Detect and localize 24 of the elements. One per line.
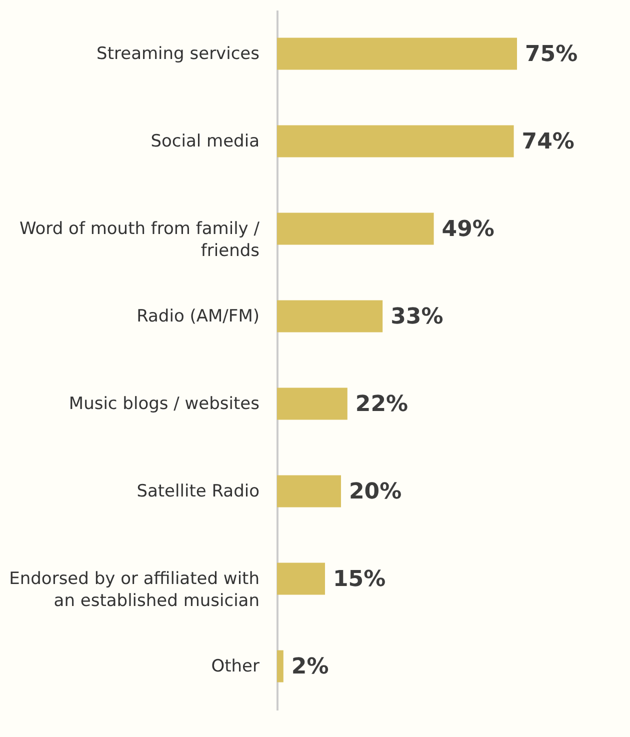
y-tick-label: Endorsed by or affiliated with an established musician xyxy=(9,568,260,611)
bar xyxy=(277,300,383,332)
data-label: 74% xyxy=(522,129,574,154)
data-label: 75% xyxy=(525,42,578,67)
data-label: 2% xyxy=(291,654,329,680)
bar xyxy=(277,475,341,508)
bar xyxy=(277,388,348,420)
bar xyxy=(277,650,284,682)
y-tick-label: Satellite Radio xyxy=(136,481,260,502)
y-tick-label: Word of mouth from family / friends xyxy=(19,218,260,261)
y-tick-label: Radio (AM/FM) xyxy=(136,306,260,326)
y-tick-label: Other xyxy=(211,656,260,676)
data-label: 20% xyxy=(349,479,402,504)
data-label: 22% xyxy=(355,392,408,417)
y-tick-label: Music blogs / websites xyxy=(68,394,260,414)
bar xyxy=(277,38,517,70)
data-label: 15% xyxy=(333,566,386,592)
y-tick-label: Social media xyxy=(150,131,260,152)
data-label: 33% xyxy=(390,304,444,330)
bar xyxy=(277,562,325,595)
data-label: 49% xyxy=(442,216,494,242)
bar xyxy=(277,212,434,245)
bar xyxy=(277,125,514,158)
y-tick-label: Streaming services xyxy=(96,44,260,64)
